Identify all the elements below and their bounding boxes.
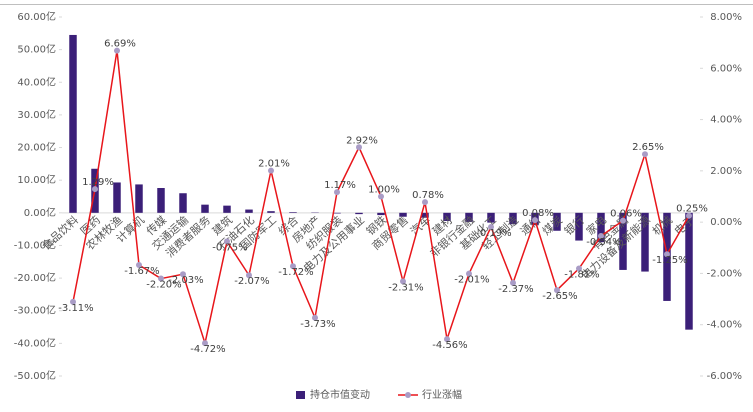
data-label: -4.56% [432, 340, 467, 351]
y-tick-label: 60.00亿 [17, 10, 56, 23]
bar [355, 213, 362, 214]
y2-tick-label: 0.00% [710, 217, 742, 228]
data-label: -0.19% [476, 228, 511, 239]
bar [201, 205, 208, 213]
data-label: -2.03% [168, 275, 203, 286]
data-label: 1.00% [368, 185, 400, 196]
y-tick-label: -30.00亿 [14, 304, 56, 317]
y-tick-label: 10.00亿 [17, 173, 56, 186]
y2-tick-label: 6.00% [710, 63, 742, 74]
data-label: -3.11% [58, 303, 93, 314]
data-label: 2.92% [346, 135, 378, 146]
y2-tick-label: 8.00% [710, 12, 742, 23]
y-tick-label: 0.00亿 [24, 206, 56, 219]
bar [69, 35, 76, 213]
x-tick-label: 电子 [672, 214, 697, 238]
data-label: -1.25% [652, 255, 687, 266]
data-label: -2.31% [388, 282, 423, 293]
data-label: -1.67% [124, 266, 159, 277]
data-label: -2.07% [234, 276, 269, 287]
y-tick-label: 30.00亿 [17, 108, 56, 121]
bar [157, 188, 164, 213]
y-tick-label: -50.00亿 [14, 369, 56, 382]
data-label: 0.78% [412, 190, 444, 201]
y-tick-label: 40.00亿 [17, 75, 56, 88]
data-label: 0.08% [522, 208, 554, 219]
data-label: -0.54% [586, 237, 621, 248]
bar [135, 184, 142, 212]
y-tick-label: 50.00亿 [17, 43, 56, 56]
data-label: 1.17% [324, 180, 356, 191]
legend-swatch [405, 392, 411, 398]
data-label: -2.01% [454, 275, 489, 286]
data-label: -3.73% [300, 319, 335, 330]
y2-tick-label: 4.00% [710, 115, 742, 126]
y-tick-label: -20.00亿 [14, 271, 56, 284]
y2-tick-label: -4.00% [707, 320, 742, 331]
legend-label: 行业涨幅 [422, 388, 462, 401]
y-tick-label: 20.00亿 [17, 141, 56, 154]
legend-label: 持仓市值变动 [310, 388, 370, 401]
bar [289, 212, 296, 213]
bar [267, 211, 274, 213]
data-label: -2.37% [498, 284, 533, 295]
bar [245, 210, 252, 213]
x-tick-label: 食品饮料 [39, 213, 81, 253]
bar [113, 182, 120, 212]
legend-swatch [296, 391, 305, 399]
y2-tick-label: 2.00% [710, 166, 742, 177]
data-label: -4.72% [190, 344, 225, 355]
data-label: -1.72% [278, 267, 313, 278]
x-tick-label: 银行 [561, 213, 587, 238]
y2-tick-label: -6.00% [707, 371, 742, 382]
y2-tick-label: -2.00% [707, 268, 742, 279]
y-tick-label: -40.00亿 [14, 336, 56, 349]
data-label: -1.81% [564, 270, 599, 281]
data-label: 0.25% [676, 204, 708, 215]
data-label: 2.01% [258, 159, 290, 170]
data-label: -2.65% [542, 291, 577, 302]
bar [333, 213, 340, 214]
data-label: 1.29% [82, 177, 114, 188]
bar [223, 206, 230, 213]
data-label: 2.65% [632, 142, 664, 153]
data-label: -0.75% [212, 242, 247, 253]
data-label: 6.69% [104, 39, 136, 50]
bar [179, 193, 186, 213]
data-label: 0.06% [610, 209, 642, 220]
